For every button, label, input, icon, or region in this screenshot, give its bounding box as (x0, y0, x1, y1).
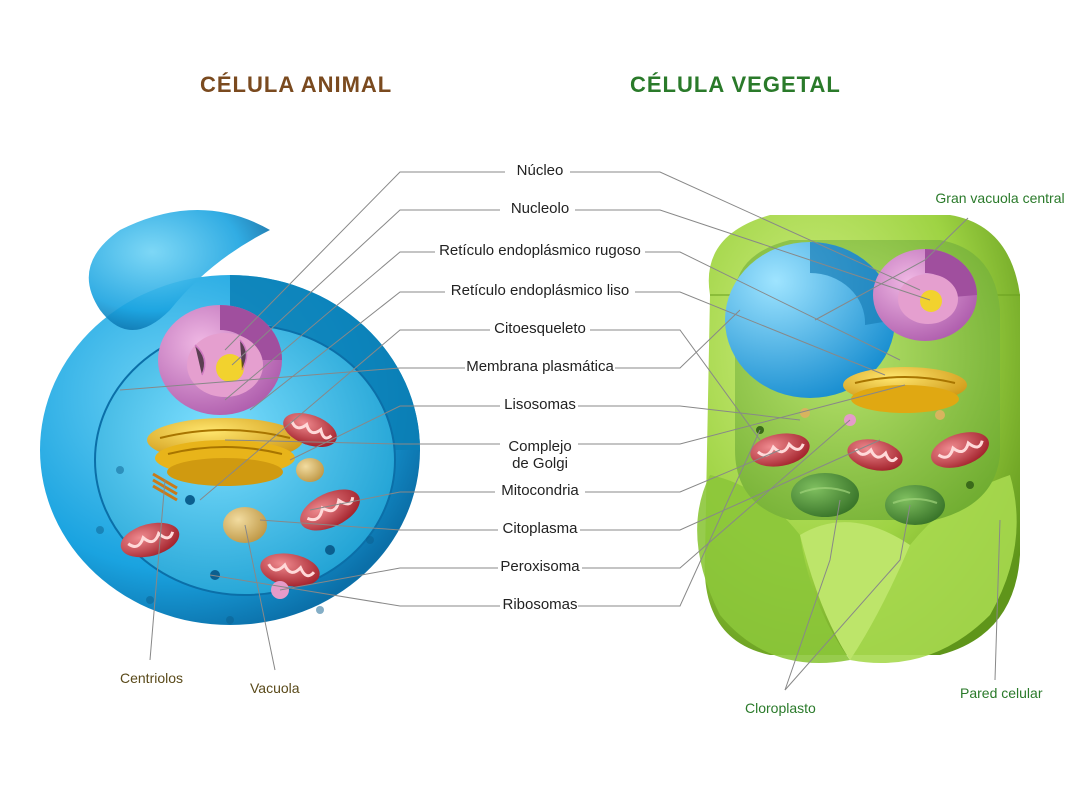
plant-cell (650, 175, 1050, 705)
center-label-10: Peroxisoma (390, 558, 690, 575)
center-label-4: Citoesqueleto (390, 320, 690, 337)
label-vacuola: Vacuola (250, 680, 300, 696)
center-label-5: Membrana plasmática (390, 358, 690, 375)
nucleolus-animal (216, 354, 244, 382)
golgi-plant (843, 367, 967, 413)
title-plant: CÉLULA VEGETAL (630, 72, 841, 98)
center-label-11: Ribosomas (390, 596, 690, 613)
center-label-2: Retículo endoplásmico rugoso (390, 242, 690, 259)
title-animal: CÉLULA ANIMAL (200, 72, 392, 98)
center-label-6: Lisosomas (390, 396, 690, 413)
vacuole-animal (223, 507, 267, 543)
center-label-1: Nucleolo (390, 200, 690, 217)
nucleus-animal (158, 305, 282, 415)
center-label-8: Mitocondria (390, 482, 690, 499)
center-label-0: Núcleo (390, 162, 690, 179)
golgi-animal (147, 418, 303, 486)
center-label-7: Complejode Golgi (390, 438, 690, 473)
label-centriolos: Centriolos (120, 670, 183, 686)
nucleus-plant (873, 249, 977, 341)
center-label-9: Citoplasma (390, 520, 690, 537)
label-gran-vacuola: Gran vacuola central (935, 190, 1065, 206)
animal-cell (30, 170, 450, 670)
peroxisome-animal (271, 581, 289, 599)
label-cloroplasto: Cloroplasto (745, 700, 816, 716)
label-pared-celular: Pared celular (960, 685, 1043, 701)
center-label-3: Retículo endoplásmico liso (390, 282, 690, 299)
